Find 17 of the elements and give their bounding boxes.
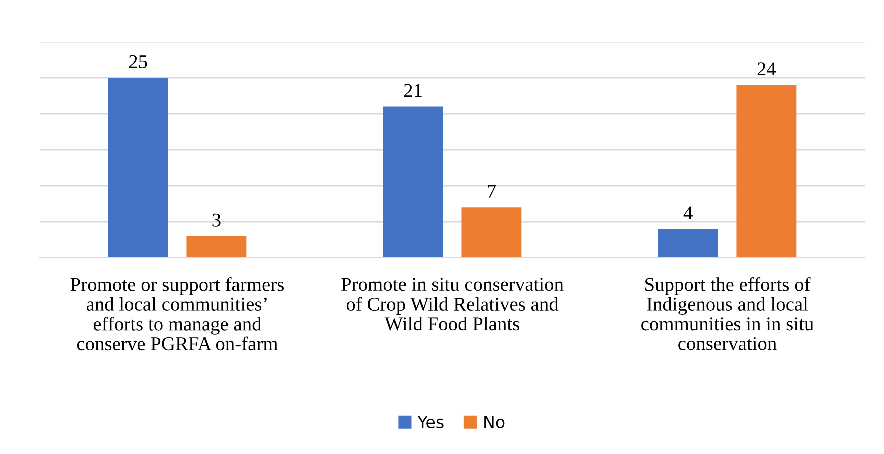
data-label: 24 xyxy=(758,62,776,76)
legend-label: No xyxy=(484,416,505,428)
data-label: 21 xyxy=(404,84,422,98)
x-tick-label: Promote in situ conservation of Crop Wild Relatives and Wild Food Plants xyxy=(342,278,564,331)
bar xyxy=(383,106,444,258)
x-tick-label: Promote or support farmers and local communities’ efforts to manage and conserve PGRFA on-farm xyxy=(70,277,284,351)
bar xyxy=(658,229,718,258)
legend-label: Yes xyxy=(418,416,444,428)
bar xyxy=(736,85,797,258)
bar xyxy=(108,78,168,258)
x-tick-label: Support the efforts of Indigenous and local communities in in situ conservation xyxy=(642,277,814,350)
data-label: 25 xyxy=(129,55,148,68)
data-label: 4 xyxy=(684,206,693,220)
bar xyxy=(186,236,247,258)
data-label: 3 xyxy=(212,214,221,227)
bar xyxy=(462,208,522,258)
data-label: 7 xyxy=(488,185,496,198)
